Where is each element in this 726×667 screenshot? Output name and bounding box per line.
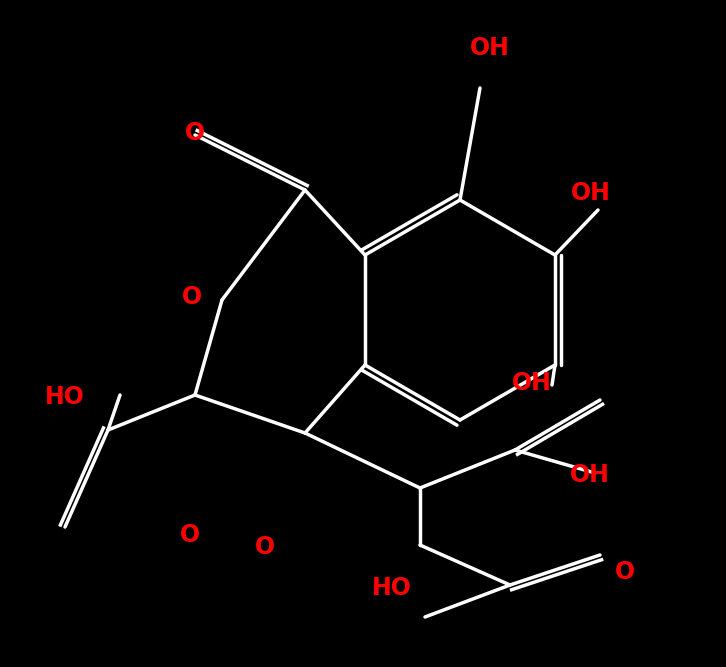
Text: O: O	[615, 560, 635, 584]
Text: OH: OH	[570, 463, 610, 487]
Text: O: O	[182, 285, 202, 309]
Text: OH: OH	[470, 36, 510, 60]
Text: O: O	[185, 121, 205, 145]
Text: OH: OH	[571, 181, 611, 205]
Text: O: O	[180, 523, 200, 547]
Text: O: O	[255, 535, 275, 559]
Text: HO: HO	[45, 385, 85, 409]
Text: HO: HO	[372, 576, 412, 600]
Text: OH: OH	[512, 371, 552, 395]
